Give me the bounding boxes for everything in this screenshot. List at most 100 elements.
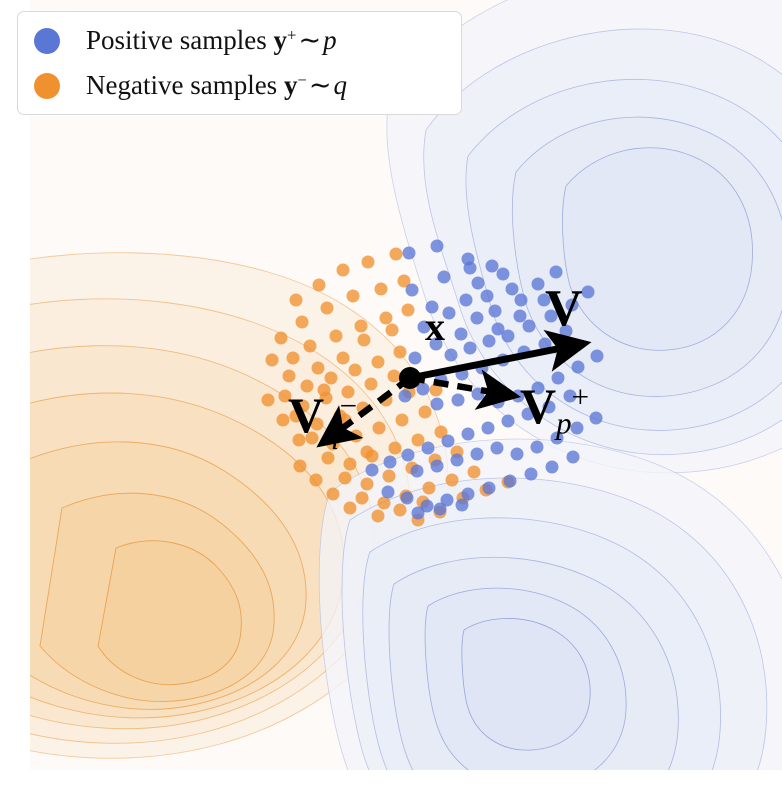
scatter-point bbox=[490, 441, 504, 455]
scatter-point bbox=[480, 289, 494, 303]
scatter-point bbox=[289, 293, 303, 307]
scatter-point bbox=[293, 459, 307, 473]
blue-circle-marker-icon bbox=[34, 27, 60, 54]
scatter-point bbox=[296, 399, 310, 413]
scatter-point bbox=[278, 389, 292, 403]
scatter-point bbox=[463, 341, 477, 355]
scatter-point bbox=[292, 433, 306, 447]
scatter-point bbox=[420, 499, 434, 513]
scatter-point bbox=[565, 298, 579, 312]
scatter-point bbox=[482, 334, 496, 348]
scatter-point bbox=[360, 477, 374, 491]
scatter-point bbox=[382, 469, 396, 483]
scatter-point bbox=[445, 473, 459, 487]
scatter-point bbox=[433, 502, 447, 516]
vector-positive-superscript: + bbox=[571, 379, 590, 414]
scatter-point bbox=[360, 445, 374, 459]
scatter-point bbox=[309, 473, 323, 487]
scatter-point bbox=[402, 246, 416, 260]
scatter-point bbox=[305, 431, 319, 445]
scatter-point bbox=[338, 471, 352, 485]
legend-symbol-y-negative: y bbox=[283, 70, 298, 100]
scatter-point bbox=[265, 353, 279, 367]
scatter-point bbox=[365, 463, 379, 477]
scatter-point bbox=[343, 501, 357, 515]
scatter-point bbox=[348, 363, 362, 377]
scatter-point bbox=[329, 329, 343, 343]
scatter-point bbox=[416, 382, 430, 396]
scatter-point bbox=[393, 345, 407, 359]
scatter-point bbox=[471, 276, 485, 290]
scatter-point bbox=[395, 413, 409, 427]
scatter-point bbox=[405, 283, 419, 297]
scatter-point bbox=[311, 361, 325, 375]
scatter-point bbox=[324, 371, 338, 385]
scatter-point bbox=[341, 385, 355, 399]
vector-negative-arrow bbox=[316, 375, 412, 448]
scatter-point bbox=[570, 421, 584, 435]
scatter-point bbox=[389, 247, 403, 261]
scatter-point bbox=[276, 413, 290, 427]
scatter-point bbox=[326, 487, 340, 501]
scatter-point bbox=[429, 383, 443, 397]
scatter-point bbox=[417, 320, 431, 334]
anchor-point-dot bbox=[399, 367, 421, 389]
scatter-point bbox=[401, 303, 415, 317]
legend-superscript-minus: − bbox=[297, 70, 307, 90]
vector-positive-label: Vp+ bbox=[520, 378, 590, 441]
scatter-point bbox=[312, 278, 326, 292]
scatter-point bbox=[421, 441, 435, 455]
scatter-point bbox=[364, 377, 378, 391]
scatter-point bbox=[461, 427, 475, 441]
scatter-point bbox=[401, 448, 415, 462]
legend-item-positive: Positive samples y+∼p bbox=[34, 22, 447, 60]
scatter-point bbox=[400, 491, 414, 505]
scatter-point bbox=[355, 491, 369, 505]
scatter-point bbox=[491, 322, 505, 336]
scatter-point bbox=[501, 414, 515, 428]
scatter-point bbox=[467, 465, 481, 479]
scatter-point bbox=[434, 425, 448, 439]
scatter-point bbox=[411, 506, 425, 520]
scatter-point bbox=[503, 474, 517, 488]
legend-item-negative: Negative samples y−∼q bbox=[34, 67, 447, 105]
scatter-point bbox=[387, 369, 401, 383]
density-contour-layer bbox=[30, 0, 782, 770]
scatter-point bbox=[430, 397, 444, 411]
scatter-point bbox=[303, 339, 317, 353]
legend-relation-sim-positive: ∼ bbox=[298, 25, 322, 55]
scatter-point bbox=[418, 405, 432, 419]
scatter-point bbox=[542, 400, 556, 414]
scatter-point bbox=[485, 259, 499, 273]
vector-negative-label: Vq− bbox=[288, 387, 358, 450]
scatter-point bbox=[454, 327, 468, 341]
scatter-point bbox=[361, 255, 375, 269]
vector-total-arrow bbox=[409, 329, 592, 382]
scatter-point bbox=[336, 263, 350, 277]
legend-label-negative: Negative samples y−∼q bbox=[86, 70, 348, 100]
scatter-point bbox=[354, 319, 368, 333]
scatter-point bbox=[531, 381, 545, 395]
scatter-point bbox=[501, 329, 515, 343]
legend-label-positive: Positive samples y+∼p bbox=[86, 25, 337, 55]
scatter-point bbox=[346, 289, 360, 303]
scatter-point bbox=[393, 503, 407, 517]
scatter-point bbox=[441, 434, 455, 448]
vector-negative-superscript: − bbox=[339, 388, 358, 423]
scatter-point bbox=[317, 383, 331, 397]
legend-distribution-q: q bbox=[333, 70, 348, 100]
scatter-point bbox=[320, 301, 334, 315]
scatter-point bbox=[321, 451, 335, 465]
scatter-point bbox=[482, 481, 496, 495]
scatter-point bbox=[408, 351, 422, 365]
plot-canvas: x V Vp+ Vq− bbox=[30, 0, 782, 770]
contour-group-p-positive-lower bbox=[318, 438, 782, 770]
scatter-point bbox=[524, 467, 538, 481]
scatter-point bbox=[437, 270, 451, 284]
scatter-point bbox=[411, 433, 425, 447]
scatter-point bbox=[551, 371, 565, 385]
scatter-series-negative bbox=[261, 247, 515, 527]
scatter-point bbox=[442, 306, 456, 320]
scatter-point bbox=[590, 349, 604, 363]
